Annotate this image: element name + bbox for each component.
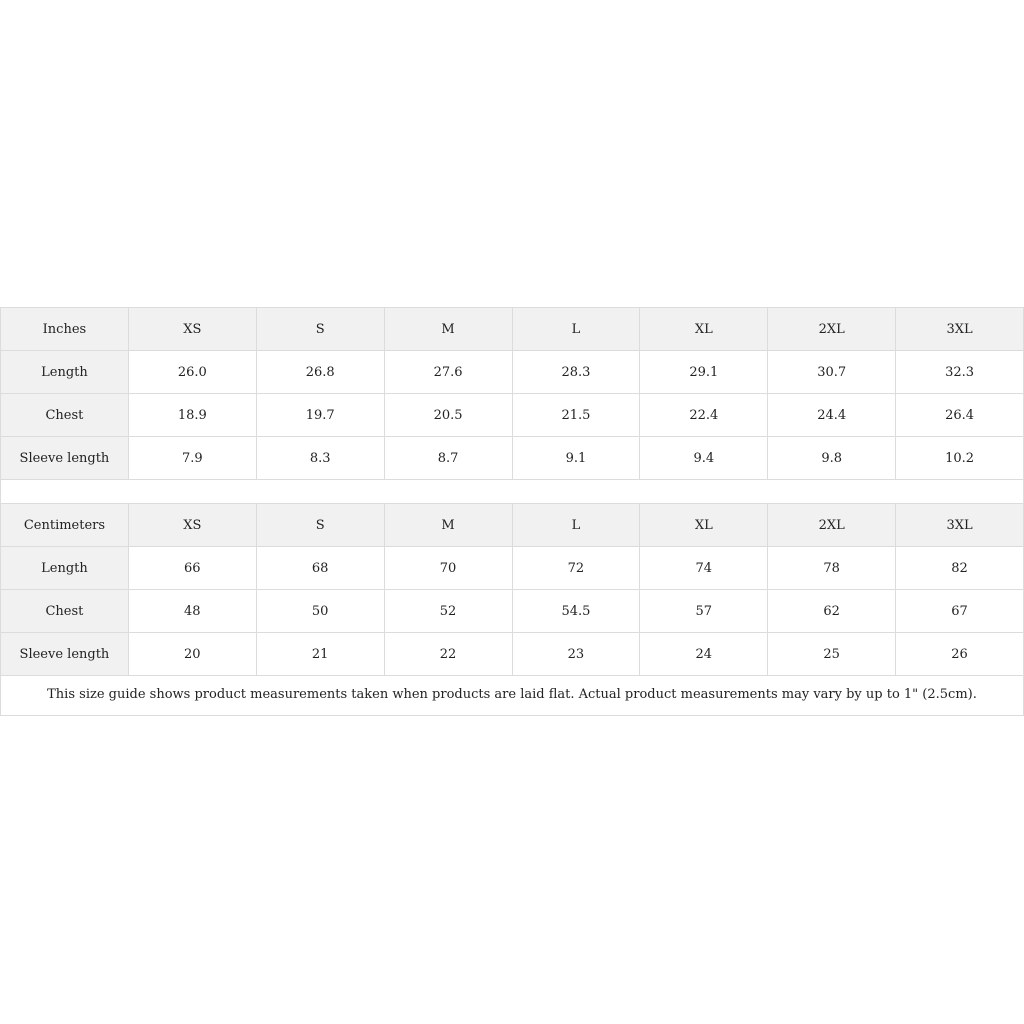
measurement-cell: 52 (383, 589, 513, 633)
row-label: Length (0, 546, 129, 590)
size-guide-note: This size guide shows product measuremen… (0, 675, 1024, 716)
row-label: Sleeve length (0, 436, 129, 480)
measurement-cell: 57 (639, 589, 769, 633)
measurement-cell: 66 (127, 546, 257, 590)
size-header: L (511, 307, 641, 351)
measurement-cell: 18.9 (127, 393, 257, 437)
measurement-cell: 20.5 (383, 393, 513, 437)
measurement-cell: 19.7 (255, 393, 385, 437)
row-label: Length (0, 350, 129, 394)
size-header: 2XL (767, 503, 897, 547)
size-header: 2XL (767, 307, 897, 351)
size-header: M (383, 307, 513, 351)
measurement-cell: 70 (383, 546, 513, 590)
measurement-cell: 28.3 (511, 350, 641, 394)
measurement-cell: 9.8 (767, 436, 897, 480)
measurement-cell: 20 (127, 632, 257, 676)
row-label: Chest (0, 589, 129, 633)
measurement-cell: 9.1 (511, 436, 641, 480)
size-header: S (255, 503, 385, 547)
size-header: 3XL (895, 503, 1024, 547)
measurement-cell: 8.3 (255, 436, 385, 480)
size-header: XL (639, 307, 769, 351)
measurement-cell: 30.7 (767, 350, 897, 394)
measurement-cell: 32.3 (895, 350, 1024, 394)
measurement-cell: 22 (383, 632, 513, 676)
measurement-cell: 7.9 (127, 436, 257, 480)
centimeters-size-table: Centimeters XS S M L XL 2XL 3XL Length 66 68 70 72 74… (0, 503, 1024, 676)
measurement-cell: 10.2 (895, 436, 1024, 480)
measurement-cell: 26.8 (255, 350, 385, 394)
size-header: XL (639, 503, 769, 547)
measurement-cell: 67 (895, 589, 1024, 633)
measurement-cell: 25 (767, 632, 897, 676)
measurement-cell: 74 (639, 546, 769, 590)
header-row: Centimeters XS S M L XL 2XL 3XL (0, 503, 1024, 547)
measurement-cell: 26 (895, 632, 1024, 676)
measurement-cell: 21 (255, 632, 385, 676)
measurement-cell: 26.0 (127, 350, 257, 394)
measurement-cell: 29.1 (639, 350, 769, 394)
measurement-cell: 50 (255, 589, 385, 633)
measurement-cell: 54.5 (511, 589, 641, 633)
measurement-cell: 82 (895, 546, 1024, 590)
table-row: Length 26.0 26.8 27.6 28.3 29.1 30.7 32.3 (0, 350, 1024, 394)
size-header: XS (127, 307, 257, 351)
inches-size-table: Inches XS S M L XL 2XL 3XL Length 26.0 26.8 27.6 28.… (0, 307, 1024, 480)
row-label: Chest (0, 393, 129, 437)
measurement-cell: 24.4 (767, 393, 897, 437)
measurement-cell: 27.6 (383, 350, 513, 394)
table-spacer (0, 478, 1024, 503)
measurement-cell: 21.5 (511, 393, 641, 437)
size-header: 3XL (895, 307, 1024, 351)
row-label: Sleeve length (0, 632, 129, 676)
table-row: Length 66 68 70 72 74 78 82 (0, 546, 1024, 590)
table-row: Sleeve length 7.9 8.3 8.7 9.1 9.4 9.8 10.2 (0, 436, 1024, 480)
unit-header: Inches (0, 307, 129, 351)
table-row: Chest 48 50 52 54.5 57 62 67 (0, 589, 1024, 633)
measurement-cell: 9.4 (639, 436, 769, 480)
measurement-cell: 78 (767, 546, 897, 590)
measurement-cell: 8.7 (383, 436, 513, 480)
measurement-cell: 48 (127, 589, 257, 633)
measurement-cell: 68 (255, 546, 385, 590)
unit-header: Centimeters (0, 503, 129, 547)
measurement-cell: 62 (767, 589, 897, 633)
measurement-cell: 22.4 (639, 393, 769, 437)
measurement-cell: 23 (511, 632, 641, 676)
table-row: Sleeve length 20 21 22 23 24 25 26 (0, 632, 1024, 676)
measurement-cell: 24 (639, 632, 769, 676)
size-header: L (511, 503, 641, 547)
size-header: XS (127, 503, 257, 547)
header-row: Inches XS S M L XL 2XL 3XL (0, 307, 1024, 351)
measurement-cell: 26.4 (895, 393, 1024, 437)
size-header: M (383, 503, 513, 547)
table-row: Chest 18.9 19.7 20.5 21.5 22.4 24.4 26.4 (0, 393, 1024, 437)
size-header: S (255, 307, 385, 351)
measurement-cell: 72 (511, 546, 641, 590)
